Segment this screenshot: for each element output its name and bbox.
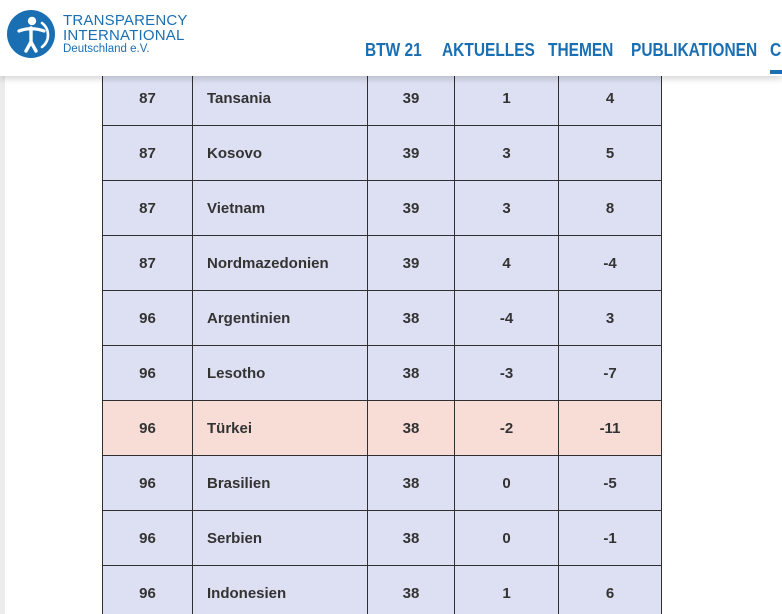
change-cell: 4 — [454, 235, 559, 291]
ranking-table-body: 87 Tansania 39 1 4 87 Kosovo 39 3 5 87 Vietnam 39 3 8 8… — [102, 70, 662, 614]
score-cell: 39 — [367, 70, 455, 126]
score-cell: 38 — [367, 290, 455, 346]
nav-item-aktuelles[interactable]: AKTUELLES — [442, 40, 535, 60]
nav-active-indicator — [770, 70, 782, 74]
change-cell: -7 — [558, 345, 662, 401]
rank-cell: 87 — [102, 180, 193, 236]
change-cell: -4 — [454, 290, 559, 346]
table-row: 96 Indonesien 38 1 6 — [102, 565, 662, 614]
transparency-logo-icon — [7, 10, 55, 58]
table-row: 96 Brasilien 38 0 -5 — [102, 455, 662, 511]
country-cell: Tansania — [192, 70, 368, 126]
change-cell: -11 — [558, 400, 662, 456]
change-cell: -4 — [558, 235, 662, 291]
change-cell: -2 — [454, 400, 559, 456]
score-cell: 39 — [367, 180, 455, 236]
nav-item-cpi[interactable]: CI — [770, 40, 782, 60]
nav-item-themen[interactable]: THEMEN — [548, 40, 614, 60]
rank-cell: 96 — [102, 510, 193, 566]
change-cell: 0 — [454, 455, 559, 511]
ranking-table-container: 87 Tansania 39 1 4 87 Kosovo 39 3 5 87 Vietnam 39 3 8 8… — [102, 70, 662, 614]
site-header: TRANSPARENCY INTERNATIONAL Deutschland e… — [0, 0, 782, 76]
country-cell: Brasilien — [192, 455, 368, 511]
country-cell: Lesotho — [192, 345, 368, 401]
change-cell: -1 — [558, 510, 662, 566]
logo-line-deutschland: Deutschland e.V. — [63, 42, 150, 55]
country-cell: Türkei — [192, 400, 368, 456]
table-row: 87 Tansania 39 1 4 — [102, 70, 662, 126]
change-cell: 0 — [454, 510, 559, 566]
table-row: 96 Lesotho 38 -3 -7 — [102, 345, 662, 401]
rank-cell: 96 — [102, 455, 193, 511]
score-cell: 38 — [367, 455, 455, 511]
table-row: 96 Argentinien 38 -4 3 — [102, 290, 662, 346]
logo-wordmark: TRANSPARENCY INTERNATIONAL Deutschland e… — [63, 13, 188, 56]
rank-cell: 96 — [102, 400, 193, 456]
country-cell: Indonesien — [192, 565, 368, 614]
change-cell: 5 — [558, 125, 662, 181]
score-cell: 38 — [367, 345, 455, 401]
logo-line-international: INTERNATIONAL — [63, 26, 185, 44]
change-cell: 3 — [454, 180, 559, 236]
logo-line-transparency: TRANSPARENCY — [63, 11, 188, 29]
score-cell: 38 — [367, 510, 455, 566]
country-cell: Kosovo — [192, 125, 368, 181]
table-row: 96 Türkei 38 -2 -11 — [102, 400, 662, 456]
change-cell: 6 — [558, 565, 662, 614]
country-cell: Vietnam — [192, 180, 368, 236]
nav-item-btw21[interactable]: BTW 21 — [365, 40, 422, 60]
rank-cell: 96 — [102, 345, 193, 401]
change-cell: 1 — [454, 565, 559, 614]
score-cell: 39 — [367, 125, 455, 181]
rank-cell: 96 — [102, 565, 193, 614]
ranking-table: 87 Tansania 39 1 4 87 Kosovo 39 3 5 87 Vietnam 39 3 8 8… — [102, 70, 662, 614]
change-cell: 4 — [558, 70, 662, 126]
rank-cell: 87 — [102, 125, 193, 181]
nav-item-publikationen[interactable]: PUBLIKATIONEN — [631, 40, 758, 60]
change-cell: -3 — [454, 345, 559, 401]
score-cell: 38 — [367, 400, 455, 456]
change-cell: -5 — [558, 455, 662, 511]
rank-cell: 87 — [102, 235, 193, 291]
country-cell: Argentinien — [192, 290, 368, 346]
site-logo[interactable]: TRANSPARENCY INTERNATIONAL Deutschland e… — [6, 9, 188, 59]
change-cell: 3 — [558, 290, 662, 346]
score-cell: 38 — [367, 565, 455, 614]
rank-cell: 87 — [102, 70, 193, 126]
table-row: 87 Kosovo 39 3 5 — [102, 125, 662, 181]
rank-cell: 96 — [102, 290, 193, 346]
change-cell: 1 — [454, 70, 559, 126]
change-cell: 3 — [454, 125, 559, 181]
change-cell: 8 — [558, 180, 662, 236]
country-cell: Serbien — [192, 510, 368, 566]
table-row: 87 Vietnam 39 3 8 — [102, 180, 662, 236]
score-cell: 39 — [367, 235, 455, 291]
country-cell: Nordmazedonien — [192, 235, 368, 291]
table-row: 87 Nordmazedonien 39 4 -4 — [102, 235, 662, 291]
page-gutter — [0, 0, 5, 614]
table-row: 96 Serbien 38 0 -1 — [102, 510, 662, 566]
